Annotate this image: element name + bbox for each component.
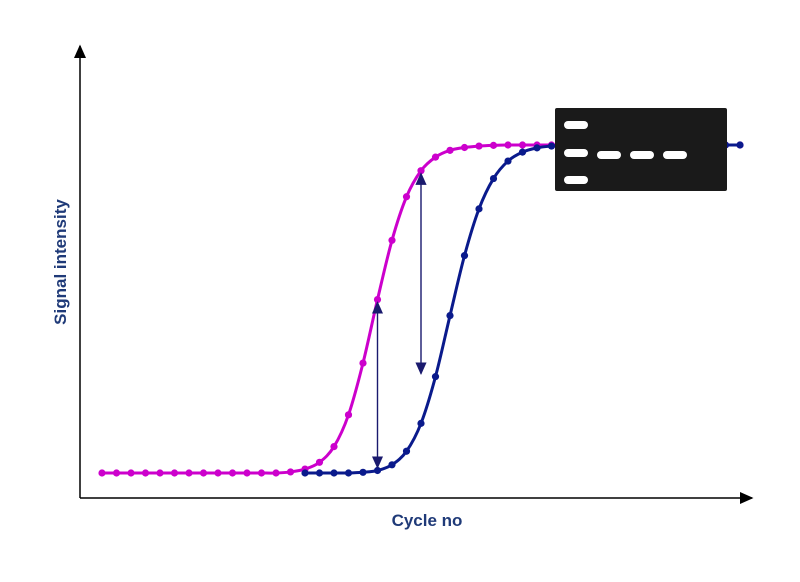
series-line bbox=[305, 143, 740, 475]
data-point bbox=[417, 419, 425, 427]
data-point bbox=[402, 447, 411, 455]
data-point bbox=[344, 469, 353, 477]
data-point bbox=[431, 373, 440, 381]
data-point bbox=[228, 469, 237, 477]
data-point bbox=[98, 469, 106, 477]
gel-band bbox=[564, 149, 588, 157]
data-point bbox=[272, 469, 280, 477]
data-point bbox=[315, 458, 324, 466]
gel-background bbox=[555, 108, 727, 191]
x-axis-title: Cycle no bbox=[392, 511, 463, 530]
data-point bbox=[170, 469, 179, 477]
data-point bbox=[112, 469, 121, 477]
annotation-layer bbox=[371, 172, 427, 469]
gel-band bbox=[564, 176, 588, 184]
data-point bbox=[460, 252, 469, 260]
data-point bbox=[373, 466, 382, 475]
data-point bbox=[185, 469, 193, 477]
data-point bbox=[518, 148, 527, 156]
data-point bbox=[504, 157, 512, 165]
data-point bbox=[547, 142, 556, 150]
data-point bbox=[460, 143, 469, 152]
data-point bbox=[214, 469, 222, 477]
data-point bbox=[475, 142, 483, 150]
data-point bbox=[127, 469, 135, 477]
data-point bbox=[359, 468, 367, 476]
data-point bbox=[330, 442, 338, 451]
data-point bbox=[330, 469, 338, 477]
data-point bbox=[504, 141, 512, 149]
data-point bbox=[199, 469, 208, 477]
data-point bbox=[301, 469, 309, 477]
data-point bbox=[156, 469, 164, 477]
data-point bbox=[373, 295, 382, 304]
data-point bbox=[475, 205, 483, 213]
data-point bbox=[518, 141, 527, 149]
series-blue bbox=[301, 141, 744, 477]
data-point bbox=[257, 469, 266, 477]
data-point bbox=[489, 174, 498, 183]
data-point bbox=[736, 141, 744, 149]
data-point bbox=[243, 469, 251, 477]
gel-band bbox=[630, 151, 654, 159]
data-point bbox=[388, 236, 396, 244]
gel-inset bbox=[555, 108, 727, 191]
data-point bbox=[533, 144, 541, 152]
data-point bbox=[359, 359, 367, 367]
data-point bbox=[141, 469, 150, 477]
data-point bbox=[315, 469, 324, 477]
data-point bbox=[388, 461, 396, 469]
y-axis-title: Signal intensity bbox=[51, 199, 70, 325]
gel-band bbox=[597, 151, 621, 159]
data-point bbox=[417, 167, 425, 175]
data-point bbox=[446, 146, 454, 154]
gel-band bbox=[564, 121, 588, 129]
data-point bbox=[446, 312, 454, 320]
data-point bbox=[286, 468, 295, 476]
data-point bbox=[344, 411, 353, 419]
data-point bbox=[489, 141, 498, 149]
data-point bbox=[402, 193, 411, 201]
data-point bbox=[431, 153, 440, 161]
gel-band bbox=[663, 151, 687, 159]
